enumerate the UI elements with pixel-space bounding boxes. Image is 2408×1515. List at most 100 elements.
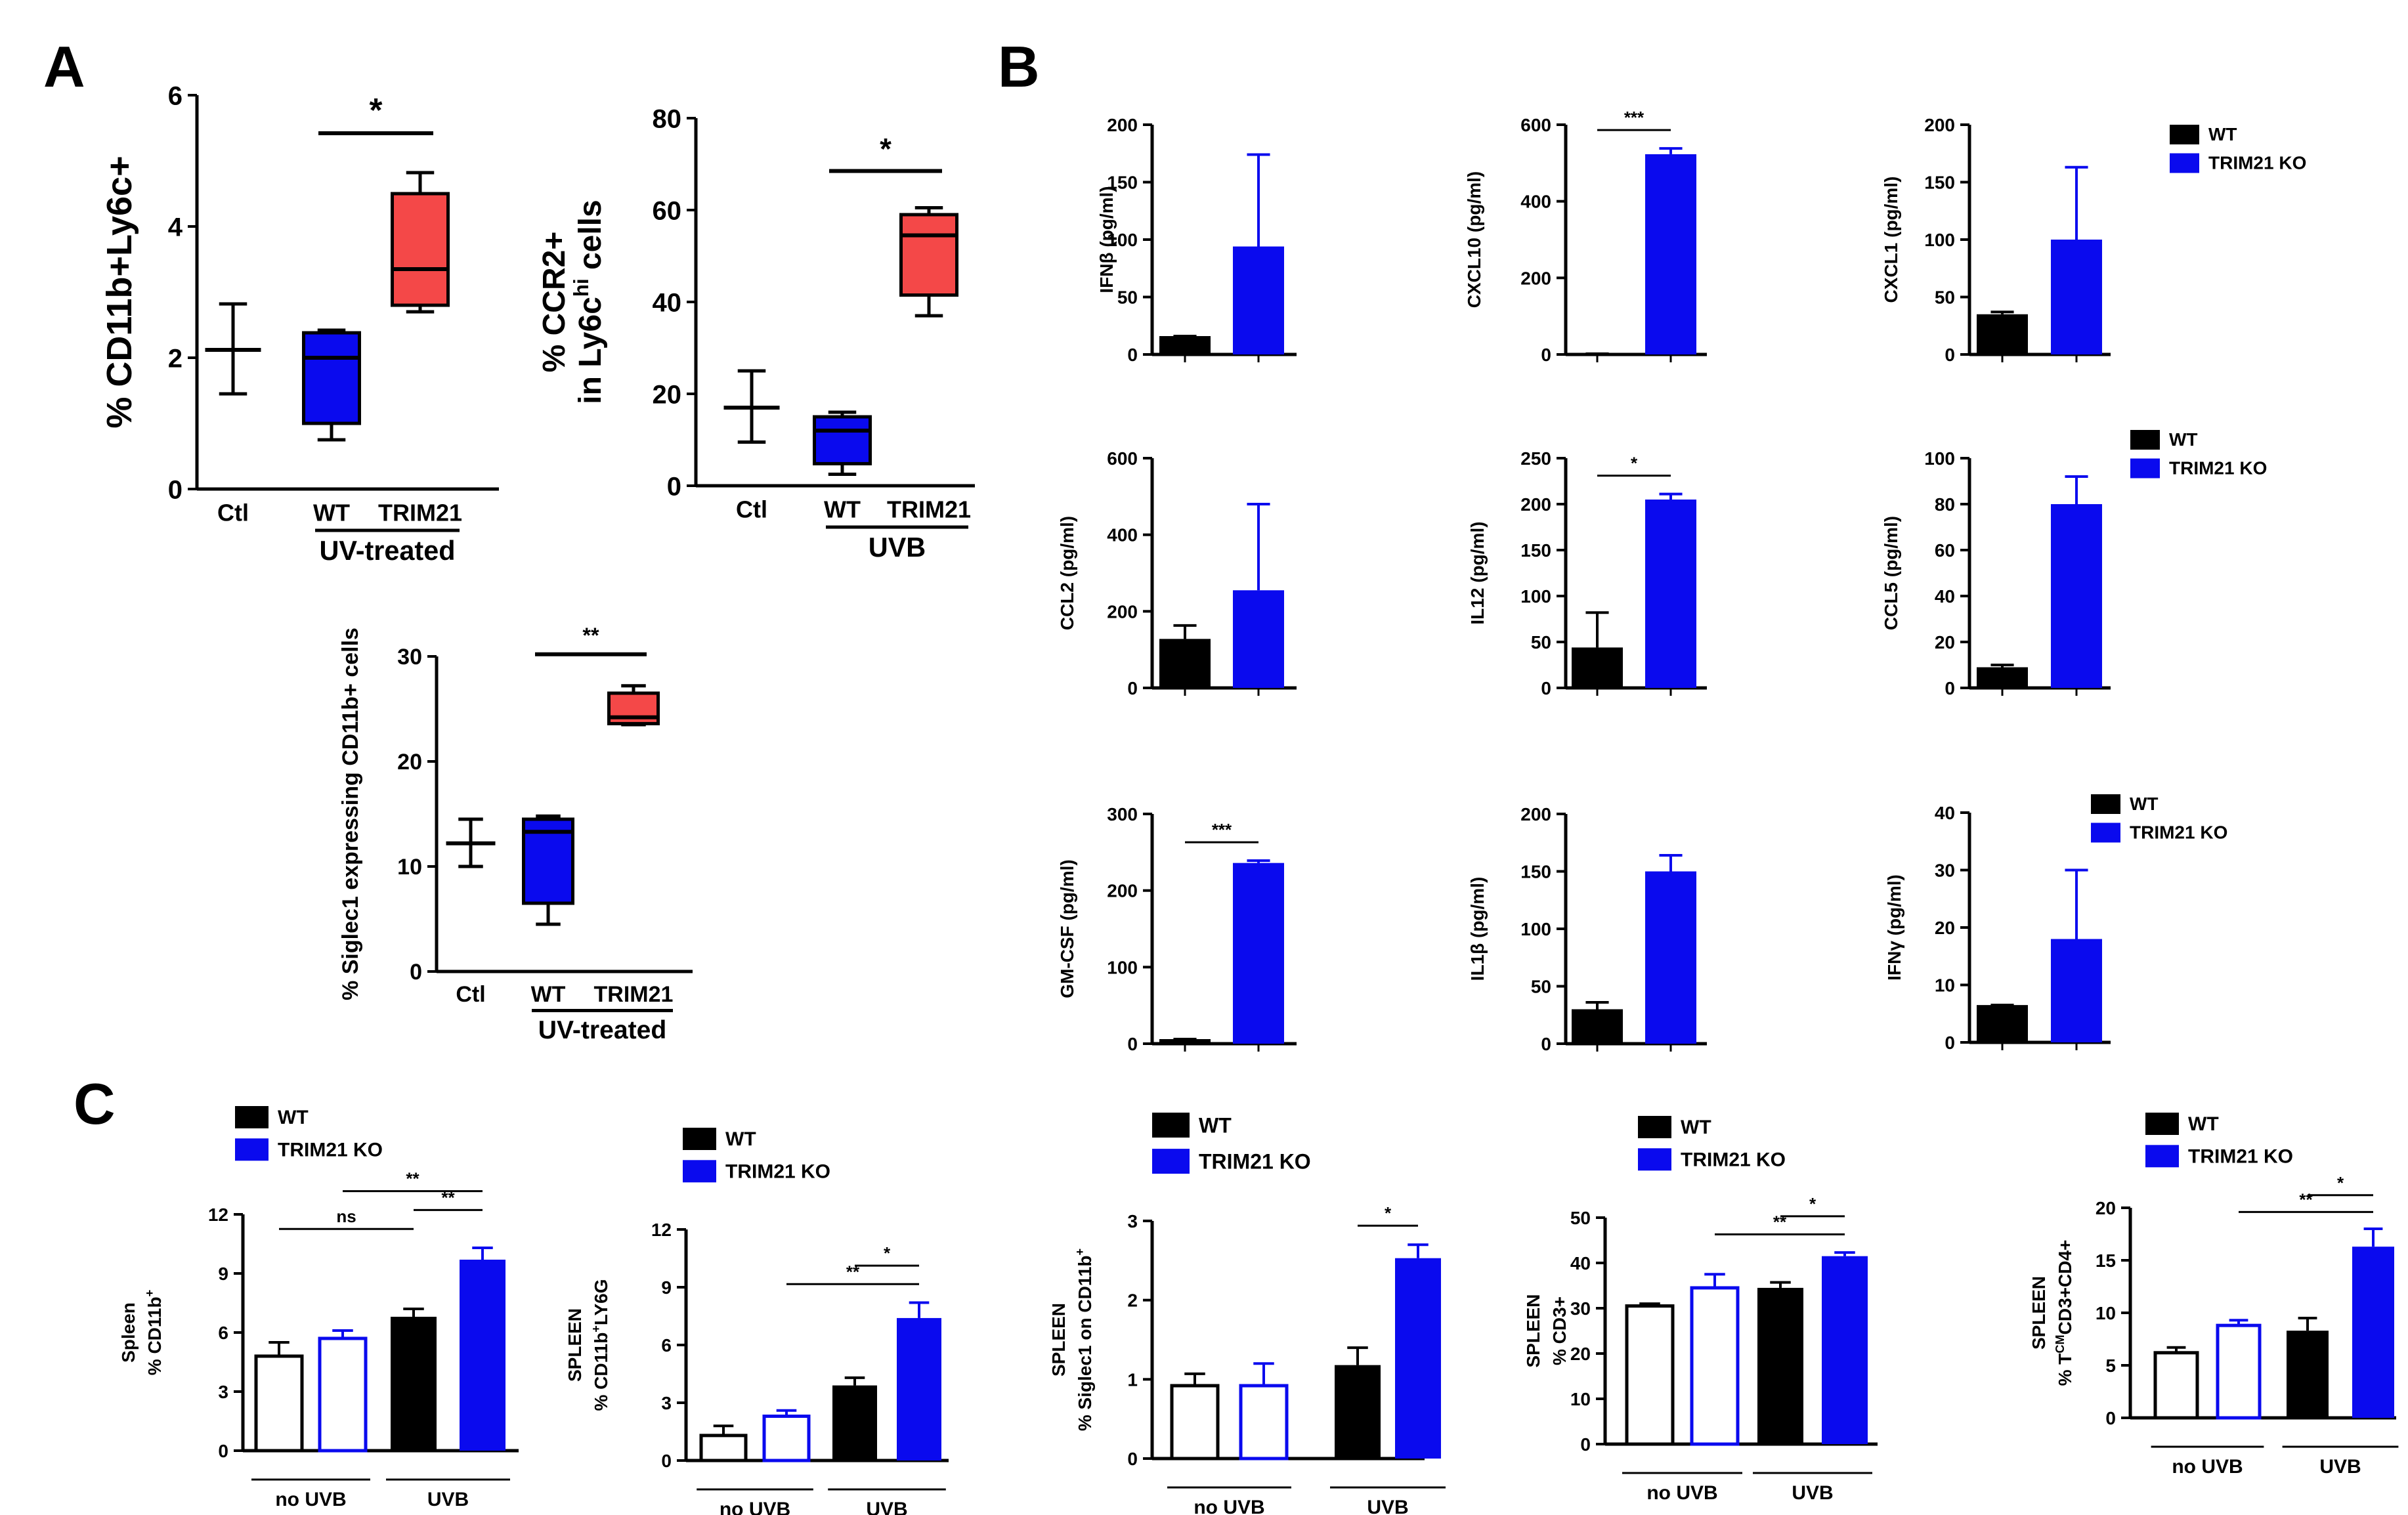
chart-c5-y-label-2-sup: CM (2053, 1334, 2067, 1353)
chart-c3-bar (1335, 1365, 1381, 1459)
chart-c4-sig-label: ** (1773, 1212, 1787, 1232)
chart-b3: 0 50 100 150 200 CXCL1 (pg/ml) (1881, 115, 2111, 365)
chart-c1-y-label-2-sup: + (143, 1290, 156, 1297)
chart-b3-y-label-text: CXCL1 (pg/ml) (1881, 177, 1901, 303)
chart-c2-group-label: no UVB (720, 1499, 790, 1515)
chart-c3-bar (1395, 1258, 1441, 1459)
chart-c4-y-label-2: % CD3+ (1549, 1296, 1570, 1365)
chart-b4-y-label: CCL2 (pg/ml) (1057, 516, 1077, 630)
legend-lc3-label: TRIM21 KO (1199, 1150, 1311, 1174)
chart-c1-sig-label: ns (336, 1206, 356, 1226)
chart-a3-y-tick-label: 0 (410, 960, 422, 985)
legend-lb1-label: WT (2208, 124, 2237, 144)
chart-c1-sig-label: ** (441, 1187, 455, 1207)
chart-b2-y-tick-label: 400 (1520, 192, 1551, 212)
chart-c3-sig-label: * (1385, 1203, 1392, 1223)
chart-b8-y-tick-label: 50 (1531, 977, 1551, 997)
chart-a2: 0 20 40 60 80 Ctl WT TRIM21 UVB % CCR2+ in Ly6chi … (537, 104, 975, 563)
chart-b6-y-tick-label: 20 (1935, 632, 1955, 652)
chart-b5-sig-label: * (1631, 454, 1638, 473)
chart-a2-y-tick-label: 60 (653, 196, 682, 225)
legend-lc2-swatch (683, 1128, 716, 1150)
panel-label-c: C (74, 1071, 116, 1136)
chart-b9: 0 10 20 30 40 IFNγ (pg/ml) (1884, 803, 2111, 1053)
chart-b2-y-tick-label: 600 (1520, 115, 1551, 135)
legend-lb3-swatch (2091, 822, 2120, 843)
chart-b7-bar (1159, 1039, 1211, 1044)
chart-c1-y-tick-label: 3 (218, 1382, 228, 1402)
chart-a3-group-label: UV-treated (538, 1016, 666, 1044)
chart-b1-y-label-text: IFNβ (pg/ml) (1096, 186, 1117, 293)
chart-b1-y-tick-label: 50 (1117, 288, 1138, 308)
chart-c1-y-tick-label: 12 (208, 1205, 228, 1225)
chart-c3-y-tick-label: 0 (1127, 1449, 1138, 1469)
chart-b5-bar (1572, 647, 1623, 688)
chart-c1: 0 3 6 9 12 no UVB UVB Spleen% CD11b+ ns ** ** (118, 1169, 519, 1510)
chart-b2-sig-label: *** (1624, 108, 1645, 127)
chart-b9-y-label-text: IFNγ (pg/ml) (1884, 874, 1904, 981)
chart-b8-bar (1645, 871, 1696, 1044)
legend-lc1-label: TRIM21 KO (278, 1140, 383, 1161)
chart-b3-bar (2051, 240, 2102, 354)
chart-c2-y-label-2: % CD11b+LY6G (590, 1279, 611, 1411)
chart-a3-y-label-text: % Siglec1 expressing CD11b+ cells (338, 628, 363, 1000)
chart-a2-y-label-2-tail: cells (573, 200, 608, 278)
legend-lc4-swatch (1638, 1148, 1671, 1171)
chart-c3-y-tick-label: 2 (1127, 1291, 1138, 1311)
chart-a2-y-label-text: % CCR2+ (537, 232, 572, 373)
chart-b7-y-label: GM-CSF (pg/ml) (1057, 859, 1077, 998)
chart-b1-y-tick-label: 200 (1107, 115, 1138, 135)
chart-b6-bar (1977, 667, 2028, 688)
chart-b5-y-tick-label: 150 (1520, 540, 1551, 561)
chart-a1-box (391, 192, 450, 307)
chart-c1-y-label-2: % CD11b+ (143, 1290, 165, 1375)
chart-a1-y-tick-label: 0 (168, 475, 183, 504)
chart-c4-y-tick-label: 0 (1580, 1434, 1591, 1455)
chart-b9-bar (2051, 939, 2102, 1042)
chart-b2-y-label: CXCL10 (pg/ml) (1464, 171, 1484, 308)
legend-lc3-swatch (1152, 1113, 1190, 1138)
chart-b7-sig-label: *** (1212, 820, 1232, 840)
chart-b6-y-tick-label: 40 (1935, 586, 1955, 607)
chart-c1-group-label: no UVB (275, 1489, 346, 1510)
legend-lc3-label: WT (1199, 1113, 1232, 1137)
chart-a2-box (899, 213, 958, 297)
chart-c1-y-tick-label: 0 (218, 1441, 228, 1461)
chart-c3-group-label: UVB (1367, 1497, 1408, 1515)
chart-c3-y-label-2: % Siglec1 on CD11b+ (1073, 1248, 1095, 1431)
chart-a1-x-tick-label: TRIM21 (378, 500, 462, 526)
chart-c1-bar (460, 1260, 505, 1451)
chart-c3-y-label: SPLEEN (1048, 1303, 1069, 1376)
chart-c3-y-label-2-sup: + (1073, 1248, 1086, 1256)
chart-c1-y-label: Spleen (118, 1302, 139, 1363)
chart-b2-y-tick-label: 200 (1520, 268, 1551, 288)
chart-a3-y-tick-label: 20 (397, 750, 422, 775)
chart-c1-y-label-2-text: % CD11b (144, 1296, 165, 1375)
chart-c5-y-tick-label: 15 (2096, 1250, 2116, 1271)
chart-b8: 0 50 100 150 200 IL1β (pg/ml) (1467, 804, 1707, 1054)
chart-b2-bar (1645, 154, 1696, 354)
chart-b7-bar (1233, 863, 1284, 1044)
chart-c1-sig-label: ** (406, 1169, 419, 1189)
chart-c5-y-tick-label: 20 (2096, 1198, 2116, 1218)
legend-lc1-swatch (235, 1106, 269, 1128)
chart-b9-y-tick-label: 30 (1935, 861, 1955, 881)
chart-c5-y-tick-label: 10 (2096, 1303, 2116, 1323)
legend-lb3-label: WT (2130, 794, 2159, 814)
chart-c2-sig-label: ** (846, 1262, 860, 1281)
chart-b8-y-tick-label: 200 (1520, 804, 1551, 824)
chart-c5-y-label: SPLEEN (2029, 1276, 2049, 1350)
legend-lb1-swatch (2170, 153, 2199, 173)
chart-b1-bar (1233, 246, 1284, 354)
chart-b8-y-tick-label: 0 (1541, 1034, 1551, 1054)
legend-lc3-swatch (1152, 1149, 1190, 1174)
chart-a1: 0 2 4 6 Ctl WT TRIM21 UV-treated % CD11b+Ly6c+ * (100, 81, 499, 566)
chart-c3-group-label: no UVB (1193, 1497, 1264, 1515)
chart-b8-y-label-text: IL1β (pg/ml) (1467, 877, 1488, 981)
chart-a1-y-label-text: % CD11b+Ly6c+ (100, 156, 139, 428)
chart-a2-x-tick-label: WT (824, 496, 861, 523)
